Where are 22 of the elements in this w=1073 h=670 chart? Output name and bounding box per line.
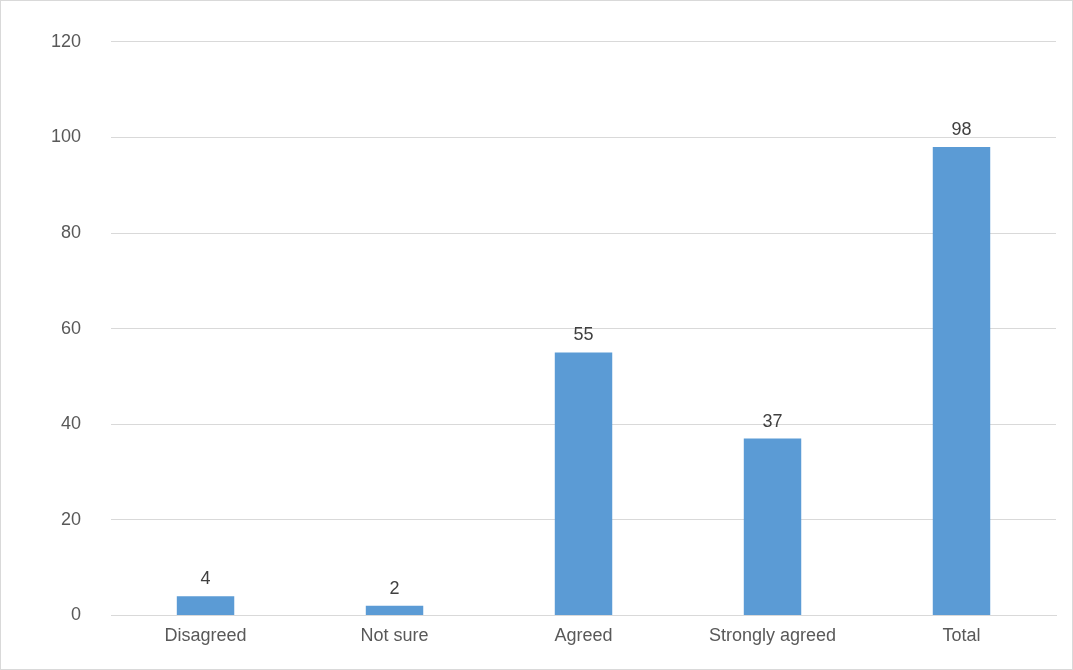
data-label: 37	[762, 410, 783, 431]
data-label: 4	[200, 568, 211, 589]
data-label: 98	[951, 118, 972, 139]
bar	[176, 596, 235, 615]
y-tick-label: 20	[61, 508, 82, 529]
x-tick-label: Agreed	[554, 625, 613, 646]
y-tick-label: 60	[61, 317, 82, 338]
bar	[932, 146, 991, 615]
x-tick-label: Total	[942, 625, 981, 646]
x-tick-label: Strongly agreed	[708, 625, 837, 646]
y-tick-label: 40	[61, 413, 82, 434]
bar	[365, 605, 424, 615]
data-label: 2	[389, 577, 400, 598]
x-tick-label: Not sure	[360, 625, 429, 646]
data-label: 55	[573, 324, 594, 345]
y-tick-label: 100	[50, 126, 82, 147]
y-tick-label: 80	[61, 221, 82, 242]
x-tick-label: Disagreed	[164, 625, 247, 646]
y-tick-label: 120	[50, 30, 82, 51]
bar	[554, 352, 613, 615]
bar	[743, 438, 802, 615]
y-tick-label: 0	[71, 604, 82, 625]
